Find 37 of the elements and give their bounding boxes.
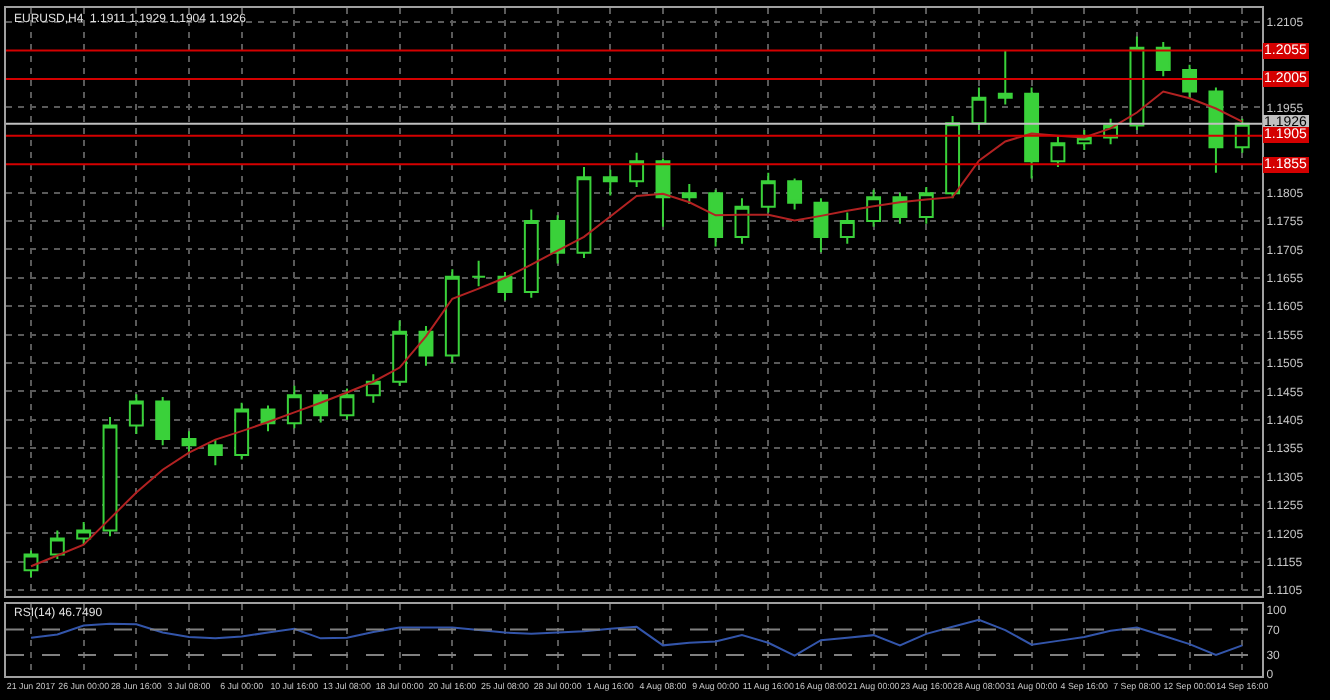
candlestick [286, 384, 302, 430]
candlestick [813, 197, 829, 254]
candlestick [128, 393, 144, 435]
candlestick [1182, 63, 1198, 100]
candlestick [471, 259, 487, 288]
candlestick [971, 86, 987, 132]
candlestick [207, 438, 223, 467]
candlestick [787, 177, 803, 211]
candlestick [760, 171, 776, 214]
candlestick [576, 166, 592, 259]
candlestick [918, 185, 934, 225]
candlestick [339, 387, 355, 421]
candlestick [523, 208, 539, 299]
candlestick [313, 390, 329, 424]
candlestick [1024, 86, 1040, 180]
candlestick [866, 188, 882, 228]
candlestick [629, 151, 645, 188]
line-series [30, 90, 1244, 568]
candlestick [392, 319, 408, 387]
candlestick [234, 401, 250, 461]
candlestick [997, 49, 1013, 106]
candlestick [76, 521, 92, 546]
candlestick [365, 373, 381, 404]
candlestick [102, 415, 118, 538]
candlestick [49, 529, 65, 560]
candlestick [155, 396, 171, 447]
candlestick [839, 211, 855, 245]
line-series [30, 618, 1244, 657]
candlestick [181, 430, 197, 455]
candlestick [1155, 41, 1171, 78]
candlestick [945, 114, 961, 200]
candlestick [708, 188, 724, 248]
candlestick [550, 214, 566, 265]
candlestick [444, 268, 460, 364]
candlestick [602, 168, 618, 197]
candlestick [1050, 134, 1066, 169]
candlestick [681, 183, 697, 205]
